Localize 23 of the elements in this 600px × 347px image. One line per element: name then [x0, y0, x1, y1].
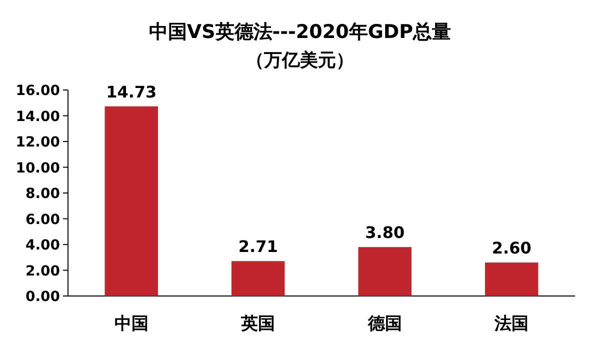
y-tick-label: 10.00: [16, 160, 60, 176]
data-label: 14.73: [106, 82, 157, 102]
data-label: 3.80: [365, 223, 405, 242]
bar: [485, 262, 538, 296]
x-tick-label: 英国: [240, 314, 276, 334]
y-tick-label: 12.00: [16, 134, 60, 150]
data-label: 2.60: [492, 238, 532, 258]
y-tick-label: 8.00: [25, 186, 60, 202]
y-tick-label: 16.00: [16, 83, 60, 99]
y-tick-label: 0.00: [25, 289, 60, 305]
x-tick-label: 法国: [494, 314, 529, 334]
bar: [232, 261, 285, 296]
y-tick-label: 6.00: [25, 212, 60, 228]
bar: [358, 247, 412, 296]
y-tick-label: 4.00: [25, 238, 60, 254]
y-tick-label: 14.00: [16, 108, 60, 125]
chart-subtitle: （万亿美元）: [246, 50, 354, 71]
chart-title: 中国VS英德法---2020年GDP总量: [148, 21, 452, 43]
bar: [104, 106, 158, 296]
x-tick-label: 中国: [114, 314, 148, 334]
data-label: 2.71: [238, 237, 278, 256]
x-tick-label: 德国: [366, 314, 402, 334]
y-tick-label: 2.00: [25, 263, 60, 280]
